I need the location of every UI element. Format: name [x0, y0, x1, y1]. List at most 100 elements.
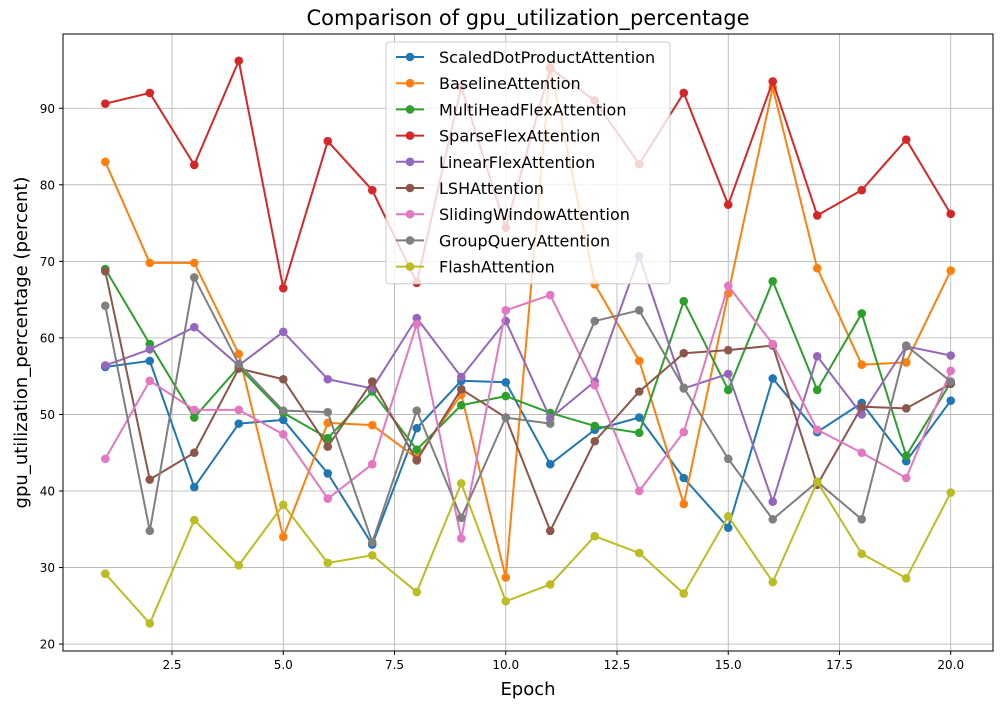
legend-label: BaselineAttention: [439, 74, 581, 93]
x-tick-label: 10.0: [492, 658, 519, 672]
data-point: [679, 589, 689, 598]
legend: ScaledDotProductAttention BaselineAttenti…: [385, 41, 671, 285]
y-tick-label: 70: [40, 255, 55, 269]
data-point: [456, 372, 466, 382]
data-point: [234, 56, 244, 66]
data-point: [768, 77, 778, 86]
data-point: [189, 448, 199, 458]
y-tick-label: 20: [40, 638, 55, 652]
data-point: [278, 430, 288, 439]
data-point: [679, 473, 689, 483]
legend-marker: [405, 105, 415, 114]
data-point: [412, 423, 422, 433]
legend-item: SlidingWindowAttention: [396, 205, 630, 224]
data-point: [501, 391, 511, 401]
data-point: [723, 345, 733, 355]
data-point: [723, 369, 733, 379]
data-point: [323, 433, 333, 443]
legend-label: FlashAttention: [439, 258, 555, 277]
data-point: [812, 425, 822, 435]
data-point: [590, 531, 600, 541]
legend-marker: [405, 262, 415, 271]
data-point: [412, 587, 422, 597]
data-point: [100, 267, 110, 276]
data-point: [367, 185, 377, 195]
legend-label: SlidingWindowAttention: [439, 205, 630, 224]
data-point: [679, 427, 689, 437]
data-point: [234, 419, 244, 428]
data-point: [634, 486, 644, 496]
data-point: [145, 88, 155, 98]
data-point: [590, 421, 600, 431]
data-point: [412, 406, 422, 415]
data-point: [278, 327, 288, 337]
legend-item: FlashAttention: [396, 258, 555, 277]
data-point: [634, 387, 644, 396]
data-point: [946, 209, 956, 219]
data-point: [679, 88, 689, 98]
data-point: [545, 459, 555, 469]
data-point: [278, 415, 288, 425]
legend-label: MultiHeadFlexAttention: [439, 100, 626, 119]
series-line-flashattention: [104, 480, 952, 625]
data-point: [634, 356, 644, 366]
data-point: [367, 551, 377, 560]
legend-box: [385, 41, 671, 285]
data-point: [278, 500, 288, 510]
data-point: [723, 385, 733, 395]
data-point: [189, 515, 199, 525]
data-point: [100, 361, 110, 370]
data-point: [857, 515, 867, 524]
data-point: [412, 319, 422, 329]
data-point: [501, 306, 511, 315]
data-point: [367, 420, 377, 430]
data-point: [857, 360, 867, 369]
data-point: [901, 404, 911, 413]
data-point: [812, 263, 822, 273]
data-point: [323, 494, 333, 503]
data-point: [901, 573, 911, 583]
data-point: [545, 290, 555, 300]
data-point: [323, 558, 333, 568]
legend-marker: [405, 236, 415, 245]
data-point: [323, 374, 333, 384]
data-point: [634, 428, 644, 438]
data-point: [723, 523, 733, 533]
x-tick-label: 5.0: [274, 658, 293, 672]
data-point: [857, 549, 867, 559]
y-tick-label: 80: [40, 178, 55, 192]
data-point: [278, 374, 288, 384]
x-tick-label: 15.0: [715, 658, 742, 672]
series-flashattention: [100, 477, 956, 628]
series-line-scaleddotproductattention: [105, 359, 952, 546]
data-point: [456, 400, 466, 410]
data-point: [367, 459, 377, 469]
series-line-multiheadflexattention: [104, 268, 952, 457]
legend-marker: [405, 183, 415, 193]
y-tick-label: 40: [40, 485, 55, 499]
series-groupqueryattention: [100, 273, 956, 547]
data-point: [812, 211, 822, 220]
data-point: [189, 273, 199, 282]
data-point: [100, 569, 110, 578]
x-tick-label: 7.5: [385, 658, 404, 672]
data-point: [857, 402, 867, 412]
data-point: [367, 377, 377, 386]
data-point: [768, 497, 778, 507]
data-point: [100, 157, 110, 167]
series-slidingwindowattention: [100, 281, 956, 543]
data-point: [456, 534, 466, 543]
legend-label: ScaledDotProductAttention: [439, 48, 655, 67]
y-tick-label: 60: [40, 331, 55, 345]
data-point: [412, 456, 422, 465]
x-tick-label: 2.5: [162, 658, 181, 672]
data-point: [234, 349, 244, 359]
series-lshattention: [100, 267, 956, 536]
legend-marker: [405, 78, 415, 88]
data-point: [323, 136, 333, 146]
y-tick-label: 50: [40, 408, 55, 422]
data-point: [901, 135, 911, 144]
legend-item: SparseFlexAttention: [396, 127, 600, 146]
data-point: [634, 306, 644, 315]
